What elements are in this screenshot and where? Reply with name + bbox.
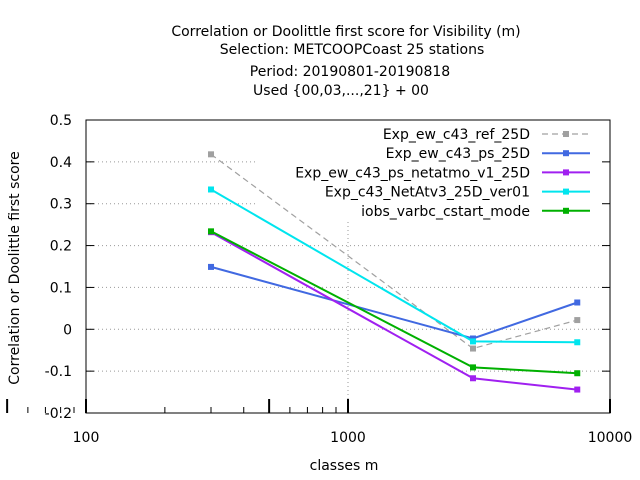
series-3	[208, 186, 581, 346]
data-point	[208, 151, 215, 158]
data-point	[574, 299, 581, 306]
data-point	[470, 338, 477, 345]
y-tick-label: 0.2	[50, 239, 72, 255]
legend-label: Exp_c43_NetAtv3_25D_ver01	[325, 185, 530, 201]
legend-label: Exp_ew_c43_ref_25D	[383, 127, 530, 143]
data-point	[208, 186, 215, 193]
axes: -0.2 -0.1 0 0.1 0.2 0.3 0.4 0.5 100 1000 10000	[6, 113, 633, 446]
series-line	[210, 265, 578, 340]
title-line-2: Selection: METCOOPCoast 25 stations	[220, 42, 485, 58]
data-point	[574, 386, 581, 393]
y-tick-label: 0.1	[50, 280, 72, 296]
legend-marker	[563, 169, 569, 176]
y-tick-label: -0.2	[45, 406, 72, 422]
data-point	[470, 375, 477, 382]
series-layer	[208, 151, 581, 393]
y-axis-label: Correlation or Doolittle first score	[7, 151, 23, 384]
y-tick-label: 0	[63, 322, 72, 338]
legend-label: Exp_ew_c43_ps_netatmo_v1_25D	[295, 165, 530, 181]
x-tick-label: 1000	[330, 430, 366, 446]
x-tick-label: 100	[73, 430, 100, 446]
y-tick-label: -0.1	[45, 364, 72, 380]
chart-title: Correlation or Doolittle first score for…	[171, 24, 520, 99]
legend-label: Exp_ew_c43_ps_25D	[386, 146, 530, 162]
series-line	[210, 230, 578, 375]
title-line-4: Used {00,03,...,21} + 00	[253, 83, 429, 99]
series-line	[210, 153, 578, 350]
data-point	[208, 263, 215, 270]
legend-marker	[563, 150, 569, 157]
series-0	[208, 151, 581, 352]
legend-marker	[563, 131, 569, 137]
series-4	[208, 228, 581, 377]
series-1	[208, 263, 581, 342]
x-tick-label: 10000	[588, 430, 633, 446]
data-point	[574, 370, 581, 377]
data-point	[574, 339, 581, 346]
y-tick-label: 0.3	[50, 197, 72, 213]
legend-marker	[563, 207, 569, 214]
y-tick-label: 0.4	[50, 155, 72, 171]
legend: Exp_ew_c43_ref_25D Exp_ew_c43_ps_25D Exp_e…	[295, 127, 590, 220]
legend-label: iobs_varbc_cstart_mode	[361, 204, 530, 220]
title-line-3: Period: 20190801-20190818	[250, 64, 450, 80]
y-tick-label: 0.5	[50, 113, 72, 129]
x-axis-label: classes m	[310, 458, 379, 474]
data-point	[208, 228, 215, 235]
series-2	[208, 229, 581, 393]
legend-marker	[563, 188, 569, 195]
data-point	[470, 364, 477, 371]
title-line-1: Correlation or Doolittle first score for…	[171, 24, 520, 40]
data-point	[574, 317, 581, 324]
series-line	[210, 231, 578, 391]
data-point	[470, 345, 477, 352]
